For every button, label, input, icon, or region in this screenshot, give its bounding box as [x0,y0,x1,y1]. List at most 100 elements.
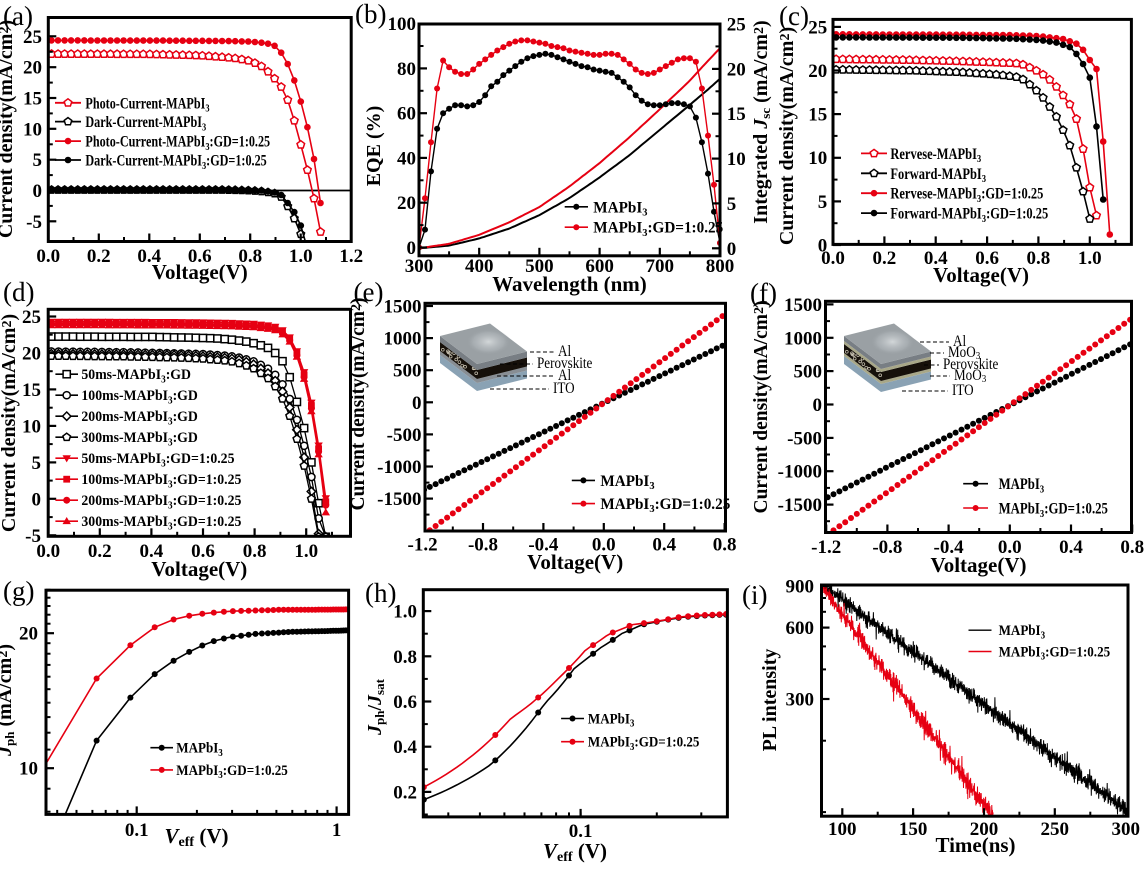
svg-text:15: 15 [23,89,42,110]
svg-text:15: 15 [727,104,746,125]
svg-text:20: 20 [23,58,42,79]
svg-text:0.2: 0.2 [393,782,417,803]
svg-text:1000: 1000 [784,328,822,349]
svg-text:800: 800 [706,256,735,277]
svg-text:900: 900 [786,576,815,597]
svg-text:200: 200 [970,819,999,840]
svg-text:0: 0 [818,236,828,257]
svg-text:15: 15 [808,105,827,126]
svg-text:1.0: 1.0 [393,602,417,623]
svg-text:0.2: 0.2 [87,246,111,267]
svg-text:5: 5 [727,194,737,215]
svg-text:MAPbI3: MAPbI3 [176,740,223,758]
svg-text:Wavelength (nm): Wavelength (nm) [492,272,647,296]
svg-text:200ms-MAPbI3:GD=1:0.25: 200ms-MAPbI3:GD=1:0.25 [81,493,241,511]
svg-text:Photo-Current-MAPbI3: Photo-Current-MAPbI3 [85,95,209,115]
svg-text:MAPbI3:GD=1:0.25: MAPbI3:GD=1:0.25 [999,500,1108,519]
svg-text:80: 80 [397,59,416,80]
svg-text:Voltage(V): Voltage(V) [152,260,248,284]
svg-text:-1.2: -1.2 [408,535,438,556]
svg-text:0.8: 0.8 [713,535,737,556]
svg-text:0.0: 0.0 [36,246,60,267]
svg-text:(c): (c) [779,1,809,31]
svg-text:500: 500 [393,361,422,382]
svg-text:-1500: -1500 [377,489,421,510]
svg-text:(e): (e) [354,277,384,307]
svg-text:20: 20 [727,59,746,80]
svg-text:20: 20 [19,624,38,645]
svg-text:Al: Al [953,333,966,350]
svg-text:60: 60 [397,104,416,125]
svg-text:-0.8: -0.8 [872,537,902,558]
svg-text:0.8: 0.8 [393,647,417,668]
svg-text:Voltage(V): Voltage(V) [527,550,623,574]
svg-text:MAPbI3:GD=1:0.25: MAPbI3:GD=1:0.25 [176,762,288,780]
svg-text:1.0: 1.0 [289,246,313,267]
svg-text:25: 25 [808,17,827,38]
svg-text:0.4: 0.4 [652,535,676,556]
svg-text:50ms-MAPbI3:GD: 50ms-MAPbI3:GD [81,367,191,385]
svg-text:0.8: 0.8 [1120,537,1144,558]
svg-text:0.0: 0.0 [998,537,1022,558]
svg-text:10: 10 [808,148,827,169]
svg-text:EQE (%): EQE (%) [363,106,385,187]
svg-text:0: 0 [813,395,823,416]
svg-text:MAPbI3:GD=1:0.25: MAPbI3:GD=1:0.25 [999,644,1111,662]
svg-text:10: 10 [22,416,41,437]
svg-text:0.0: 0.0 [36,541,60,562]
svg-text:0.0: 0.0 [821,248,845,269]
svg-text:-0.4: -0.4 [934,537,965,558]
svg-text:50ms-MAPbI3:GD=1:0.25: 50ms-MAPbI3:GD=1:0.25 [81,451,234,469]
svg-text:Jph (mA/cm2): Jph (mA/cm2) [0,644,17,757]
svg-text:0.2: 0.2 [873,248,897,269]
svg-text:20: 20 [22,344,41,365]
svg-text:300ms-MAPbI3:GD: 300ms-MAPbI3:GD [81,430,197,448]
svg-text:Current density(mA/cm2): Current density(mA/cm2) [348,298,369,511]
svg-text:(d): (d) [3,277,34,307]
svg-text:0.6: 0.6 [393,692,417,713]
svg-text:250: 250 [1041,819,1070,840]
svg-text:Current density(mA/cm2): Current density(mA/cm2) [0,314,20,532]
svg-text:25: 25 [22,307,41,328]
svg-text:MAPbI3: MAPbI3 [600,473,654,492]
svg-text:15: 15 [22,380,41,401]
svg-text:0: 0 [412,393,422,414]
svg-text:10: 10 [23,119,42,140]
svg-text:100: 100 [828,819,857,840]
svg-text:10: 10 [727,149,746,170]
svg-text:(f): (f) [750,278,777,308]
svg-text:-1500: -1500 [778,495,822,516]
svg-text:(i): (i) [742,580,767,610]
svg-text:MAPbI3: MAPbI3 [588,711,635,729]
svg-text:10: 10 [19,759,38,780]
svg-text:PL intensity: PL intensity [759,649,781,752]
svg-text:1500: 1500 [784,295,822,316]
svg-text:0.4: 0.4 [393,737,417,758]
svg-text:-1000: -1000 [377,457,421,478]
svg-text:300: 300 [1111,819,1140,840]
svg-text:0.4: 0.4 [1059,537,1083,558]
svg-text:Veff (V): Veff (V) [165,824,229,850]
svg-text:0.4: 0.4 [924,248,948,269]
svg-text:20: 20 [397,193,416,214]
svg-text:-1000: -1000 [778,462,822,483]
svg-text:0.6: 0.6 [975,248,999,269]
svg-text:Rervese-MAPbI3: Rervese-MAPbI3 [890,146,981,166]
svg-text:0.4: 0.4 [140,541,164,562]
svg-text:5: 5 [33,150,43,171]
svg-text:Voltage(V): Voltage(V) [930,553,1026,577]
svg-text:0.8: 0.8 [243,541,267,562]
svg-text:-0.4: -0.4 [528,535,559,556]
svg-text:Perovskite: Perovskite [943,356,998,373]
svg-text:Voltage(V): Voltage(V) [151,557,247,581]
svg-text:Veff (V): Veff (V) [543,839,607,865]
svg-text:0: 0 [32,489,42,510]
svg-text:Photo-Current-MAPbI3:GD=1:0.25: Photo-Current-MAPbI3:GD=1:0.25 [85,133,270,153]
svg-text:0.4: 0.4 [137,246,161,267]
svg-text:0.0: 0.0 [592,535,616,556]
svg-text:-500: -500 [787,428,822,449]
svg-text:MAPbI3:GD=1:0.25: MAPbI3:GD=1:0.25 [593,219,723,238]
svg-text:-5: -5 [25,526,41,547]
svg-text:0: 0 [727,239,737,260]
svg-text:600: 600 [585,256,614,277]
